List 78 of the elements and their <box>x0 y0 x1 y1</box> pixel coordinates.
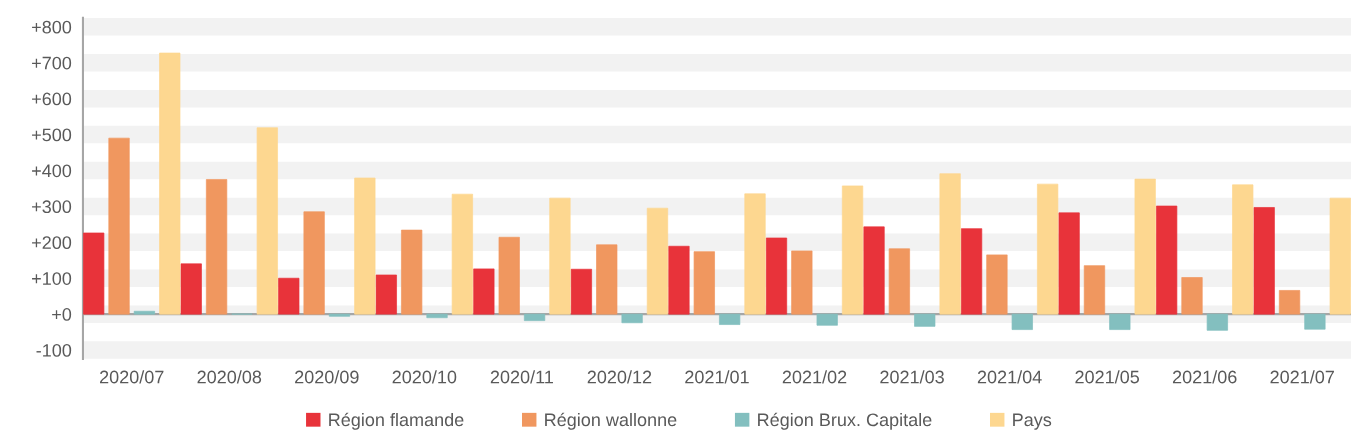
bar <box>1011 313 1033 330</box>
bar <box>1109 313 1131 330</box>
bar <box>816 313 838 326</box>
bar <box>693 251 715 315</box>
bar <box>1058 212 1080 315</box>
x-tick-label: 2020/07 <box>100 370 164 384</box>
bar <box>986 254 1008 315</box>
x-tick-label: 2021/04 <box>977 370 1042 384</box>
bar <box>914 313 936 327</box>
bar <box>719 313 741 325</box>
x-tick-label: 2020/12 <box>587 370 652 384</box>
x-tick-label: 2021/02 <box>782 370 847 384</box>
bar <box>473 268 495 315</box>
bar <box>303 211 325 315</box>
bar <box>621 313 643 324</box>
y-tick-label: +100 <box>32 272 72 285</box>
x-tick-label: 2020/08 <box>197 370 262 384</box>
bar <box>744 193 766 315</box>
bar <box>328 313 351 317</box>
bar <box>523 313 546 321</box>
bar <box>549 197 571 315</box>
x-tick-label: 2020/11 <box>490 370 553 384</box>
x-tick-label: 2021/01 <box>685 370 749 384</box>
bar <box>1156 205 1178 315</box>
legend-label: Pays <box>1013 413 1052 430</box>
bar <box>375 274 397 315</box>
bar <box>570 268 592 315</box>
bar <box>668 245 690 315</box>
bar <box>1134 178 1156 315</box>
y-tick-label: +0 <box>52 308 72 321</box>
y-tick-label: +200 <box>32 236 72 250</box>
bar <box>1278 290 1301 315</box>
y-tick-label: +400 <box>32 164 72 178</box>
bar <box>451 193 473 315</box>
x-tick-label: 2021/06 <box>1172 370 1237 384</box>
bar <box>83 232 105 315</box>
bar <box>939 173 961 315</box>
legend-label: Région Brux. Capitale <box>758 412 932 430</box>
bar <box>1329 197 1351 315</box>
bar <box>498 236 520 315</box>
bar <box>426 313 448 319</box>
y-tick-label: +500 <box>32 128 72 142</box>
bar <box>205 179 228 315</box>
bar <box>1083 265 1106 315</box>
bar <box>354 177 376 315</box>
x-tick-label: 2021/07 <box>1270 370 1334 384</box>
bar <box>278 277 300 315</box>
bar <box>1232 184 1254 315</box>
bar <box>1181 277 1203 315</box>
bar <box>133 310 155 315</box>
bar <box>180 263 202 315</box>
x-tick-label: 2021/05 <box>1075 370 1140 384</box>
bar <box>1304 313 1326 330</box>
legend-label: Région wallonne <box>545 412 677 430</box>
bar <box>401 229 423 315</box>
x-tick-label: 2020/09 <box>295 370 359 384</box>
bar <box>1253 207 1275 315</box>
y-tick-label: -100 <box>36 343 72 357</box>
legend-label: Région flamande <box>329 412 464 430</box>
bar <box>1037 183 1059 315</box>
bar <box>1206 313 1228 331</box>
y-tick-label: +800 <box>32 20 72 34</box>
bar <box>256 127 278 315</box>
y-tick-label: +700 <box>32 56 72 70</box>
bar <box>765 237 788 315</box>
bar <box>888 248 910 315</box>
y-tick-label: +300 <box>32 200 72 214</box>
bar <box>841 185 864 315</box>
x-tick-label: 2021/03 <box>880 370 944 384</box>
bar <box>159 52 181 315</box>
bar <box>863 226 885 315</box>
x-tick-label: 2020/10 <box>392 370 457 384</box>
bar <box>646 207 669 315</box>
bar <box>596 244 618 315</box>
bar <box>960 228 983 315</box>
bar <box>108 137 130 315</box>
y-tick-label: +600 <box>32 92 72 106</box>
bar <box>791 250 813 315</box>
